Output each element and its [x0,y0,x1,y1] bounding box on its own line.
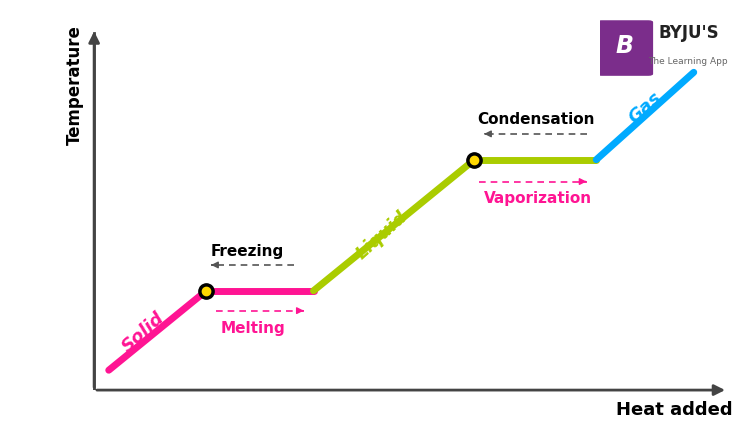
Text: Gas: Gas [625,89,665,127]
FancyBboxPatch shape [596,19,654,77]
Text: Solid: Solid [118,309,168,356]
Text: Temperature: Temperature [66,25,84,145]
Text: Melting: Melting [220,321,286,336]
Text: Vaporization: Vaporization [484,191,592,206]
Text: Heat added: Heat added [616,401,733,419]
Text: B: B [616,34,634,58]
Text: The Learning App: The Learning App [649,57,728,66]
Text: Freezing: Freezing [211,243,284,259]
Text: BYJU'S: BYJU'S [658,24,718,42]
Text: Condensation: Condensation [477,112,594,128]
Text: Liquid: Liquid [352,208,411,263]
